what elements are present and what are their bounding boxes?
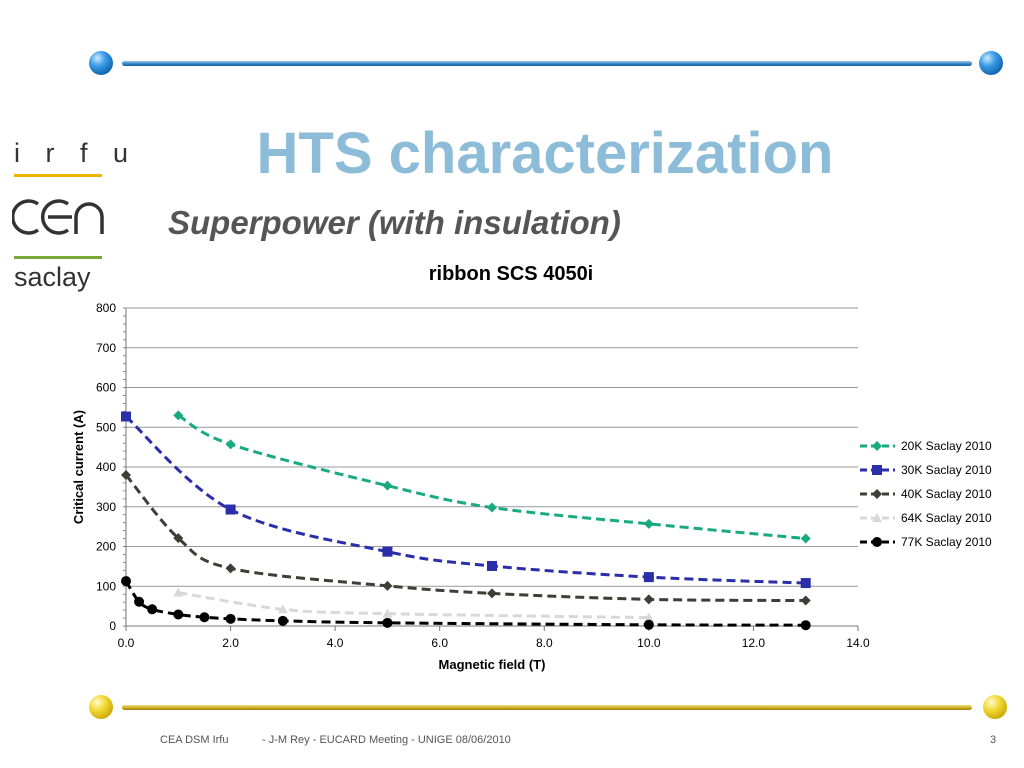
data-point-20k [800,533,811,544]
legend-label-64k: 64K Saclay 2010 [901,511,992,525]
series-line-77k [124,580,806,627]
data-point-77k [121,576,131,587]
data-point-20k [225,439,236,450]
decor-ball-bottom-left [89,695,113,719]
y-tick-label: 200 [96,540,116,554]
data-point-64k [277,604,288,614]
legend-marker-30k [872,465,882,475]
data-point-30k [121,411,131,422]
x-tick-label: 10.0 [637,636,661,650]
critical-current-chart: ribbon SCS 4050i 0 100 200 300 400 500 600 700 80… [71,263,992,672]
data-point-40k [382,580,393,591]
decor-ball-top-right [979,51,1003,75]
bottom-rule [122,705,972,710]
decor-ball-top-left [89,51,113,75]
y-tick-label: 100 [96,579,116,593]
series-line-20k [177,414,806,541]
data-point-40k [800,595,811,606]
footer-meeting-info: - J-M Rey - EUCARD Meeting - UNIGE 08/06… [262,734,511,746]
x-tick-label: 4.0 [327,636,344,650]
data-point-64k [173,587,184,597]
footer-organization: CEA DSM Irfu [160,734,229,746]
series-line-40k [124,473,806,603]
data-point-77k [800,620,811,631]
y-tick-label: 0 [109,619,116,633]
data-point-40k [121,469,131,480]
irfu-logo-text: i r f u [14,138,138,168]
logo-divider-green [14,256,102,259]
saclay-logo-text: saclay [14,262,91,292]
series-line-64k [178,591,649,620]
data-point-40k [225,563,236,574]
series-line-30k [125,415,806,585]
data-point-64k [382,608,393,618]
slide-subtitle: Superpower (with insulation) [168,204,621,241]
y-tick-label: 600 [96,381,116,395]
legend-label-30k: 30K Saclay 2010 [901,463,992,477]
x-axis-label: Magnetic field (T) [439,657,546,672]
data-point-77k [643,619,654,630]
y-axis-label: Critical current (A) [71,410,86,524]
data-point-40k [643,594,654,605]
data-point-30k [800,578,811,589]
x-tick-label: 0.0 [118,636,135,650]
data-point-77k [199,612,210,623]
logo-divider-orange [14,174,102,177]
x-tick-label: 14.0 [846,636,870,650]
x-tick-label: 6.0 [431,636,448,650]
data-point-20k [643,518,654,529]
data-point-40k [173,533,184,544]
data-point-30k [643,572,654,583]
data-point-64k [643,612,654,622]
y-tick-label: 300 [96,500,116,514]
legend-marker-77k [872,537,882,547]
data-point-77k [277,615,288,626]
data-point-40k [487,588,497,599]
data-point-77k [147,604,158,615]
y-tick-label: 500 [96,420,116,434]
decor-ball-bottom-right [983,695,1007,719]
page-number: 3 [990,734,997,746]
x-tick-label: 12.0 [742,636,766,650]
data-point-20k [487,502,497,513]
y-tick-label: 700 [96,341,116,355]
data-point-77k [134,596,145,607]
chart-title: ribbon SCS 4050i [429,263,594,285]
data-point-77k [225,613,236,624]
data-point-20k [382,480,393,491]
legend-label-40k: 40K Saclay 2010 [901,487,992,501]
legend-label-77k: 77K Saclay 2010 [901,535,992,549]
x-tick-label: 8.0 [536,636,553,650]
cea-logo: cea [12,199,104,235]
legend-label-20k: 20K Saclay 2010 [901,439,992,453]
slide-title: HTS characterization [256,121,834,186]
y-tick-label: 400 [96,460,116,474]
legend-marker-40k [872,489,882,499]
data-point-30k [225,504,236,515]
data-point-77k [173,609,184,620]
data-point-77k [382,617,393,628]
data-point-30k [487,560,497,571]
data-point-30k [382,546,393,557]
legend-marker-20k [872,441,882,451]
data-point-20k [173,410,184,421]
x-tick-label: 2.0 [222,636,239,650]
top-rule [122,61,972,66]
y-tick-label: 800 [96,301,116,315]
legend-marker-64k [872,513,882,522]
